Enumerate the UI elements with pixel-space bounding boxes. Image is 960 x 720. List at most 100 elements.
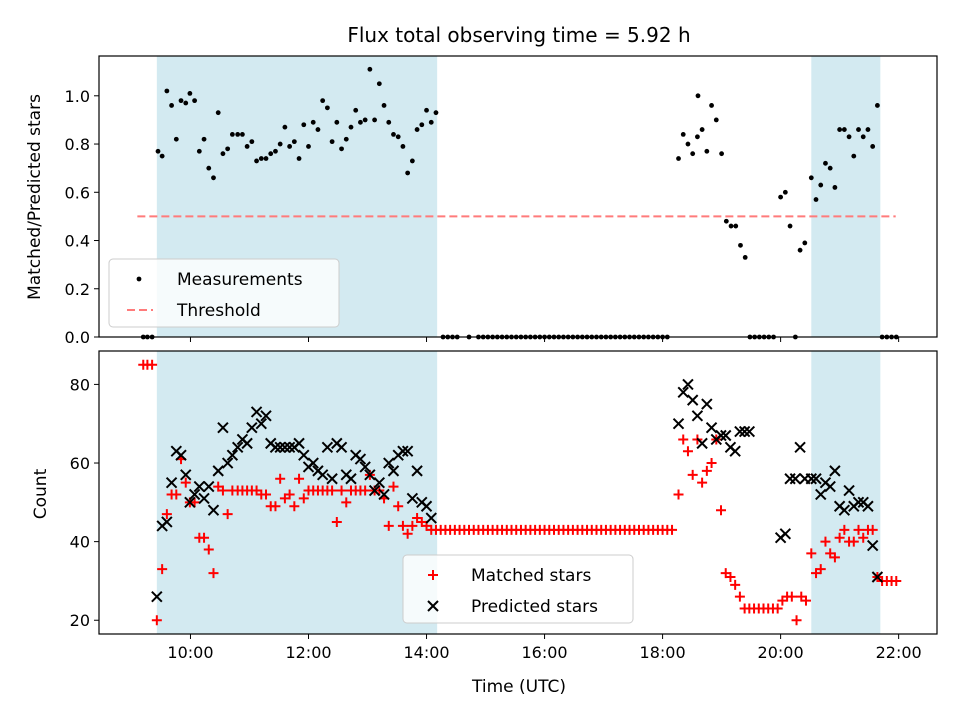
bottom-point-1-17 — [231, 441, 244, 454]
top-point-0-3 — [155, 148, 161, 154]
top-point-0-111 — [685, 141, 691, 147]
bottom-point-1-12 — [207, 504, 220, 516]
bottom-point-1-43 — [354, 453, 367, 465]
top-point-0-145 — [846, 134, 852, 140]
top-point-0-26 — [263, 156, 269, 161]
bottom-point-1-85 — [824, 480, 836, 493]
top-point-0-39 — [324, 105, 330, 111]
bottom-point-1-89 — [843, 484, 855, 497]
bottom-x-tick-label-1: 12:00 — [285, 643, 331, 662]
top-point-0-15 — [211, 175, 216, 181]
bottom-point-0-154 — [867, 524, 878, 535]
bottom-point-0-115 — [682, 446, 693, 457]
bottom-point-0-137 — [786, 591, 797, 602]
top-point-0-119 — [719, 151, 724, 157]
bottom-point-1-72 — [734, 425, 746, 438]
bottom-point-1-52 — [397, 445, 409, 457]
bottom-point-0-55 — [397, 520, 408, 531]
bottom-point-0-140 — [800, 595, 811, 606]
top-point-0-20 — [235, 131, 241, 137]
top-point-0-59 — [419, 122, 425, 128]
bottom-point-1-41 — [345, 473, 357, 485]
bottom-point-0-147 — [834, 532, 845, 543]
bottom-point-0-56 — [402, 528, 413, 539]
top-point-0-144 — [841, 127, 847, 132]
top-point-0-13 — [201, 136, 207, 142]
top-point-0-36 — [310, 119, 316, 125]
top-point-0-44 — [348, 124, 354, 130]
bottom-point-1-88 — [838, 504, 851, 516]
bottom-point-1-71 — [729, 445, 741, 457]
bottom-point-0-125 — [730, 579, 741, 590]
top-point-0-38 — [320, 98, 326, 104]
bottom-point-0-3 — [151, 615, 162, 626]
top-point-0-131 — [778, 194, 784, 200]
bottom-point-0-113 — [673, 489, 684, 500]
top-point-0-124 — [742, 255, 748, 260]
top-point-0-9 — [183, 100, 189, 106]
top-point-0-112 — [690, 151, 696, 157]
top-point-0-60 — [424, 107, 429, 113]
bottom-point-0-31 — [284, 489, 295, 500]
top-point-0-117 — [709, 103, 714, 108]
top-point-0-55 — [400, 144, 406, 149]
top-point-0-139 — [818, 182, 824, 188]
bottom-point-0-148 — [839, 524, 850, 535]
bottom-point-1-65 — [701, 398, 713, 410]
top-point-0-7 — [173, 136, 179, 142]
bottom-point-1-31 — [298, 449, 310, 461]
bottom-point-1-0 — [151, 590, 163, 603]
bottom-point-0-54 — [393, 501, 404, 512]
bottom-point-1-26 — [274, 441, 286, 454]
top-point-0-61 — [428, 119, 434, 125]
bottom-point-1-91 — [852, 496, 865, 509]
bottom-point-0-126 — [734, 591, 745, 602]
top-panel: 0.0 0.2 0.4 0.6 0.8 1.0 Measurements Threshold — [65, 55, 938, 347]
top-y-tick-label-2: 0.4 — [65, 232, 90, 251]
top-point-0-25 — [258, 156, 264, 161]
top-point-0-17 — [220, 151, 226, 157]
bottom-x-tick-label-0: 10:00 — [167, 643, 213, 662]
bottom-point-0-119 — [701, 465, 712, 476]
top-point-0-31 — [287, 144, 293, 149]
bottom-y-axis-label: Count — [31, 468, 51, 519]
bottom-y-tick-label-1: 40 — [70, 533, 90, 552]
top-point-0-140 — [823, 160, 828, 166]
bottom-point-1-39 — [335, 441, 348, 454]
top-point-0-24 — [254, 158, 259, 164]
top-point-0-46 — [358, 119, 363, 125]
bottom-point-1-47 — [373, 476, 386, 489]
top-point-0-147 — [856, 127, 861, 132]
bottom-point-0-15 — [208, 568, 219, 579]
bottom-point-0-124 — [725, 572, 736, 583]
top-point-0-53 — [391, 131, 396, 137]
top-point-0-32 — [291, 139, 297, 145]
top-y-tick-label-0: 0.0 — [65, 328, 90, 347]
top-point-0-113 — [695, 134, 700, 140]
top-point-0-141 — [827, 165, 833, 171]
bottom-point-0-28 — [270, 501, 281, 512]
bottom-point-1-5 — [175, 449, 187, 461]
top-point-0-54 — [395, 134, 401, 140]
bottom-point-0-29 — [275, 473, 286, 484]
bottom-series-matched-stars — [138, 359, 902, 626]
bottom-point-1-57 — [420, 500, 433, 512]
bottom-point-1-30 — [293, 437, 305, 450]
top-point-0-34 — [301, 122, 307, 128]
bottom-point-1-16 — [226, 449, 239, 461]
bottom-point-1-13 — [212, 465, 224, 477]
bottom-x-tick-label-4: 18:00 — [640, 643, 686, 662]
top-point-0-109 — [676, 156, 681, 161]
bottom-point-0-116 — [687, 469, 698, 480]
bottom-point-0-33 — [294, 473, 305, 484]
bottom-point-1-95 — [871, 571, 884, 583]
top-point-0-16 — [215, 110, 221, 116]
top-point-0-150 — [870, 144, 876, 149]
top-point-0-33 — [296, 156, 302, 161]
bottom-point-1-49 — [383, 457, 395, 469]
bottom-point-0-122 — [716, 505, 727, 516]
top-point-0-57 — [409, 158, 415, 164]
bottom-point-1-21 — [250, 406, 263, 418]
top-point-0-133 — [787, 223, 793, 229]
bottom-point-0-112 — [667, 524, 678, 535]
